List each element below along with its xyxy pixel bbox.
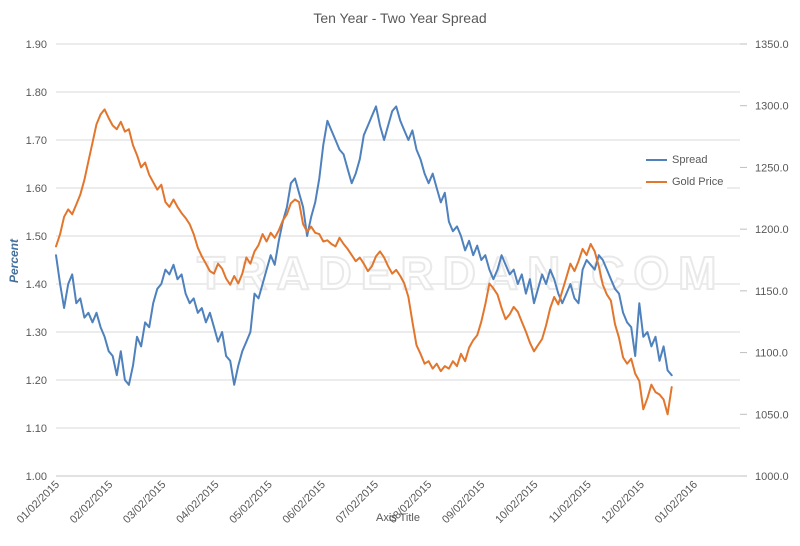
series-line-gold-price [55, 108, 673, 416]
y-right-tick-label: 1150.0 [755, 286, 788, 298]
legend-label-gold-price: Gold Price [672, 176, 724, 188]
y-left-tick-label: 1.00 [26, 471, 47, 483]
y-right-tick-label: 1000.0 [755, 471, 789, 483]
y-right-tick-label: 1300.0 [755, 101, 789, 113]
legend: Spread Gold Price [642, 147, 728, 195]
chart-title: Ten Year - Two Year Spread [313, 10, 487, 26]
series-line-spread [55, 105, 673, 386]
left-axis-title: Percent [7, 238, 21, 284]
y-right-tick-label: 1350.0 [755, 39, 789, 51]
legend-swatch-spread [646, 159, 667, 161]
y-right-tick-label: 1200.0 [755, 224, 789, 236]
legend-swatch-gold-price [646, 181, 667, 183]
y-left-tick-label: 1.30 [26, 327, 47, 339]
y-left-tick-label: 1.80 [26, 87, 47, 99]
legend-item-gold-price: Gold Price [646, 171, 723, 193]
y-left-tick-label: 1.90 [26, 39, 47, 51]
watermark-text: TRADERDAN.COM [196, 246, 726, 300]
y-right-tick-label: 1250.0 [755, 162, 789, 174]
legend-item-spread: Spread [646, 149, 723, 171]
y-left-tick-label: 1.60 [26, 183, 47, 195]
y-left-tick-label: 1.40 [26, 279, 47, 291]
y-left-tick-label: 1.20 [26, 375, 47, 387]
legend-label-spread: Spread [672, 154, 708, 166]
y-right-tick-label: 1100.0 [755, 348, 788, 360]
y-right-tick-label: 1050.0 [755, 409, 789, 421]
y-left-tick-label: 1.50 [26, 231, 47, 243]
x-axis-title: Axis Title [375, 512, 420, 524]
y-left-tick-label: 1.10 [26, 423, 47, 435]
y-left-tick-label: 1.70 [26, 135, 47, 147]
